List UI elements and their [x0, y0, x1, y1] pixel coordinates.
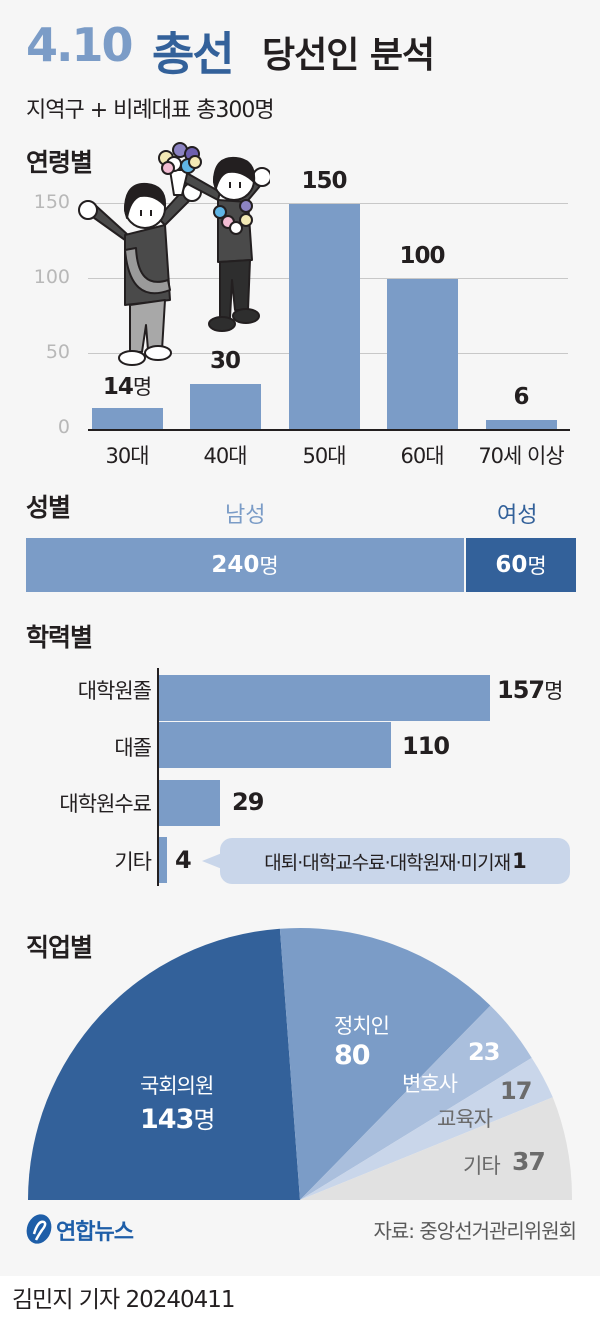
value-number: 14	[102, 374, 134, 400]
y-tick: 50	[45, 341, 70, 363]
pie-value-politician: 80	[334, 1040, 371, 1071]
education-label: 기타	[114, 850, 152, 874]
age-value-30s: 14명	[72, 371, 182, 401]
female-bar: 60 명	[466, 538, 576, 592]
callout-text: 대퇴·대학교수료·대학원재·미기재	[264, 851, 511, 874]
y-tick: 0	[57, 416, 70, 438]
byline-date: 20240411	[125, 1287, 235, 1313]
callout-tail	[202, 853, 222, 869]
age-value-50s: 150	[301, 168, 347, 194]
education-value: 29	[232, 788, 264, 816]
age-bar-30s	[92, 408, 163, 429]
education-callout: 대퇴·대학교수료·대학원재·미기재 1	[220, 838, 570, 884]
education-label: 대학원수료	[59, 792, 152, 816]
x-label: 40대	[203, 444, 247, 468]
education-label: 대학원졸	[77, 679, 152, 703]
x-axis	[88, 429, 570, 431]
value-unit: 명	[193, 1106, 215, 1134]
value-unit: 명	[544, 679, 563, 703]
education-heading: 학력별	[26, 623, 93, 652]
yonhap-logo-icon	[26, 1214, 52, 1244]
logo-text: 연합뉴스	[56, 1220, 134, 1245]
female-label: 여성	[497, 503, 538, 528]
callout-number: 1	[512, 849, 527, 873]
x-label: 50대	[302, 444, 346, 468]
pie-value-lawyer: 23	[468, 1038, 500, 1066]
pie-slice-other	[300, 1097, 573, 1200]
gridline	[88, 203, 568, 204]
pie-slice-lawmaker	[27, 928, 300, 1200]
value-unit: 명	[259, 554, 279, 578]
title-number: 4.10	[26, 18, 133, 72]
pie-label-lawmaker: 국회의원	[140, 1074, 214, 1098]
pie-label-lawyer: 변호사	[402, 1072, 458, 1096]
x-label: 70세 이상	[478, 444, 564, 468]
y-tick: 150	[33, 191, 70, 213]
pie-value-educator: 17	[500, 1077, 532, 1105]
male-value: 240	[211, 552, 260, 578]
male-bar: 240 명	[26, 538, 464, 592]
age-bar-40s	[190, 384, 261, 429]
x-label: 30대	[105, 444, 149, 468]
education-value: 4	[175, 846, 192, 874]
source-text: 자료: 중앙선거관리위원회	[373, 1219, 577, 1243]
education-value: 110	[402, 732, 450, 760]
y-tick: 100	[33, 266, 70, 288]
infographic-panel: 4.10 총선 당선인 분석 지역구 + 비례대표 총300명 연령별 150 …	[26, 18, 577, 1245]
byline-name: 김민지 기자	[12, 1287, 120, 1313]
age-bar-50s	[289, 204, 360, 429]
age-value-70plus: 6	[513, 384, 529, 410]
value-number: 157	[497, 676, 545, 704]
education-value: 157명	[497, 675, 563, 705]
pie-slice-educator	[300, 1057, 553, 1200]
education-bar-grad-incomplete	[159, 780, 220, 826]
female-value: 60	[495, 552, 528, 578]
male-label: 남성	[225, 503, 266, 528]
occupation-pie	[27, 927, 573, 1200]
age-heading: 연령별	[26, 148, 93, 177]
pie-label-politician: 정치인	[334, 1014, 390, 1038]
winners-illustration-icon	[78, 142, 270, 366]
pie-label-educator: 교육자	[437, 1107, 493, 1131]
age-bar-70plus	[486, 420, 557, 429]
occupation-heading: 직업별	[26, 933, 93, 962]
subtitle: 지역구 + 비례대표 총300명	[26, 98, 275, 123]
byline: 김민지 기자 20240411	[12, 1280, 236, 1314]
education-bar-grad	[159, 675, 490, 721]
title-rest: 당선인 분석	[262, 35, 435, 76]
age-bar-60s	[387, 279, 458, 429]
pie-slice-politician	[279, 927, 491, 1200]
value-number: 143	[140, 1104, 194, 1135]
education-bar-college	[159, 722, 391, 768]
value-unit: 명	[527, 554, 547, 578]
education-bar-other	[159, 837, 167, 883]
age-value-60s: 100	[399, 243, 445, 269]
pie-value-other: 37	[512, 1147, 546, 1176]
education-label: 대졸	[114, 736, 152, 760]
pie-value-lawmaker: 143명	[140, 1100, 215, 1135]
education-axis	[157, 668, 159, 886]
gender-heading: 성별	[26, 493, 71, 522]
pie-label-other: 기타	[463, 1154, 501, 1178]
value-unit: 명	[132, 375, 152, 399]
title-keyword: 총선	[152, 27, 235, 81]
x-label: 60대	[400, 444, 444, 468]
pie-slice-lawyer	[300, 1005, 532, 1200]
age-value-40s: 30	[209, 348, 241, 374]
